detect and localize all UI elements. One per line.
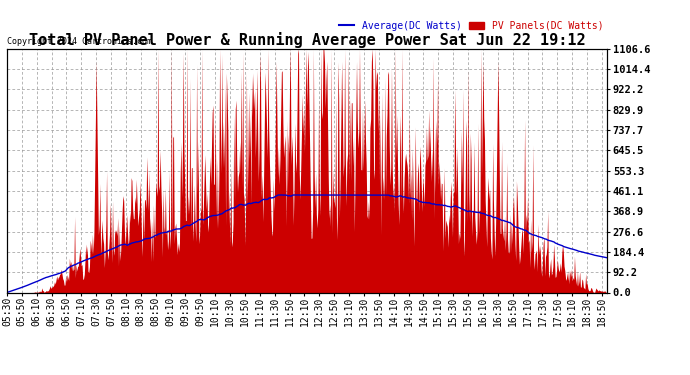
Legend: Average(DC Watts), PV Panels(DC Watts): Average(DC Watts), PV Panels(DC Watts) — [335, 17, 607, 35]
Text: Copyright 2024 Cartronics.com: Copyright 2024 Cartronics.com — [7, 38, 152, 46]
Title: Total PV Panel Power & Running Average Power Sat Jun 22 19:12: Total PV Panel Power & Running Average P… — [29, 32, 585, 48]
